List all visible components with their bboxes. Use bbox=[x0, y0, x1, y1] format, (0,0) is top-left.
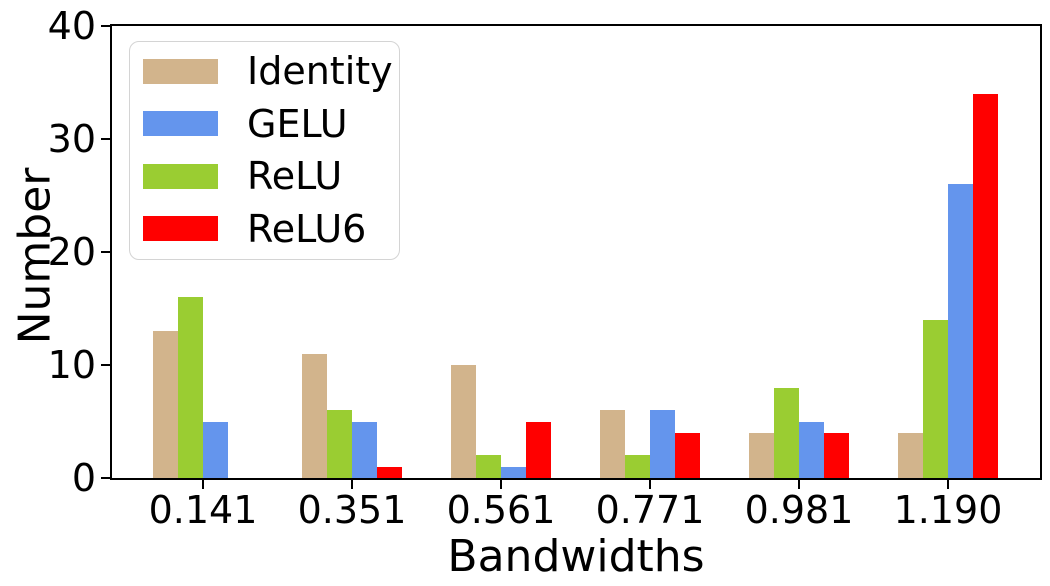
legend-swatch-identity bbox=[143, 58, 218, 84]
x-tick bbox=[202, 480, 204, 489]
x-tick-label: 0.351 bbox=[297, 488, 407, 532]
legend-label-gelu: GELU bbox=[247, 101, 348, 146]
legend-swatch-relu bbox=[143, 163, 218, 189]
bar-gelu-0.141 bbox=[203, 421, 228, 478]
legend-label-relu6: ReLU6 bbox=[247, 206, 367, 251]
x-tick-label: 0.771 bbox=[595, 488, 705, 532]
bar-relu-0.561 bbox=[476, 455, 501, 478]
bar-identity-1.190 bbox=[898, 432, 923, 478]
bar-gelu-0.771 bbox=[650, 410, 675, 478]
bar-relu6-1.190 bbox=[973, 93, 998, 478]
y-tick-label: 10 bbox=[47, 343, 96, 387]
legend-swatch-relu6 bbox=[143, 216, 218, 242]
y-tick bbox=[101, 477, 110, 479]
bar-identity-0.351 bbox=[302, 353, 327, 478]
bar-identity-0.771 bbox=[600, 410, 625, 478]
x-tick-label: 0.141 bbox=[148, 488, 258, 532]
bar-relu-1.190 bbox=[923, 319, 948, 478]
bar-relu6-0.561 bbox=[526, 421, 551, 478]
y-tick-label: 40 bbox=[47, 4, 96, 48]
x-tick-label: 1.190 bbox=[893, 488, 1003, 532]
x-tick bbox=[798, 480, 800, 489]
x-tick-label: 0.981 bbox=[744, 488, 854, 532]
legend-row-gelu: GELU bbox=[143, 98, 399, 151]
y-tick bbox=[101, 25, 110, 27]
bar-relu6-0.981 bbox=[824, 432, 849, 478]
bar-relu6-0.351 bbox=[377, 466, 402, 478]
bar-identity-0.141 bbox=[153, 331, 178, 478]
y-tick-label: 0 bbox=[71, 456, 96, 500]
bar-relu-0.981 bbox=[774, 387, 799, 478]
x-tick bbox=[351, 480, 353, 489]
legend-swatch-gelu bbox=[143, 111, 218, 137]
legend-row-identity: Identity bbox=[143, 45, 399, 98]
y-tick-label: 20 bbox=[47, 230, 96, 274]
y-tick-label: 30 bbox=[47, 117, 96, 161]
bar-gelu-0.981 bbox=[799, 421, 824, 478]
bar-gelu-0.351 bbox=[352, 421, 377, 478]
x-axis-label: Bandwidths bbox=[447, 531, 705, 582]
bar-relu-0.141 bbox=[178, 297, 203, 478]
bar-relu-0.351 bbox=[327, 410, 352, 478]
bar-gelu-0.561 bbox=[501, 466, 526, 478]
legend: Identity GELU ReLU ReLU6 bbox=[129, 41, 400, 260]
bar-relu6-0.771 bbox=[675, 432, 700, 478]
y-tick bbox=[101, 138, 110, 140]
x-tick-label: 0.561 bbox=[446, 488, 556, 532]
x-tick bbox=[947, 480, 949, 489]
bar-identity-0.561 bbox=[451, 365, 476, 478]
bar-relu-0.771 bbox=[625, 455, 650, 478]
bar-identity-0.981 bbox=[749, 432, 774, 478]
legend-row-relu6: ReLU6 bbox=[143, 203, 399, 256]
bar-gelu-1.190 bbox=[948, 184, 973, 478]
legend-label-relu: ReLU bbox=[247, 154, 343, 199]
x-tick bbox=[500, 480, 502, 489]
y-tick bbox=[101, 251, 110, 253]
x-tick bbox=[649, 480, 651, 489]
legend-row-relu: ReLU bbox=[143, 150, 399, 203]
legend-label-identity: Identity bbox=[247, 49, 393, 94]
y-tick bbox=[101, 364, 110, 366]
